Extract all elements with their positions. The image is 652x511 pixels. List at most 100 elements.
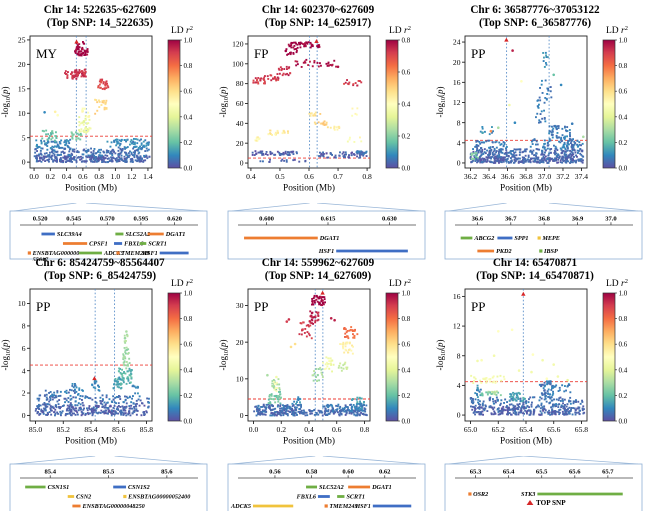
gene-label: MEPE: [541, 235, 560, 242]
plot-frame: [464, 288, 588, 422]
gene-label: CPSF1: [89, 241, 108, 248]
gene-track-panel-1: 0.520 0.545 0.570 0.595 0.620 SLC39A4 SLC52A2 D…: [9, 202, 208, 263]
colorbar-tick-label: 0.0: [619, 165, 628, 173]
gene-track-tick-label: 0.570: [100, 216, 116, 223]
y-tick-label: 20: [235, 338, 243, 347]
colorbar-tick-label: 0.8: [619, 62, 628, 70]
gene-label: FBXL6: [124, 241, 144, 248]
gene-label: DGAT1: [318, 235, 339, 242]
x-tick-label: 65.4: [519, 425, 532, 434]
y-tick-label: 4: [457, 381, 461, 390]
gene-track-panel-2: 0.600 0.615 0.630 DGAT1 HSF1: [227, 202, 425, 260]
x-axis-label: Position (Mb): [500, 436, 552, 447]
top-snp-marker: [319, 290, 325, 295]
panel-3: Chr 6: 36587776~37053122 (Top SNP: 6_3658…: [435, 2, 652, 266]
y-tick-label: 4: [22, 366, 26, 375]
trait-label: MY: [36, 46, 58, 61]
x-tick-label: 65.0: [464, 425, 477, 434]
scatter-plot-panel-6: Chr 14: 65470871(Top SNP: 14_65470871) LD…: [435, 257, 628, 447]
colorbar-tick-label: 0.8: [619, 315, 628, 323]
panel-title-line1: Chr 14: 65470871: [493, 257, 578, 269]
panel-1: Chr 14: 522635~627609 (Top SNP: 14_522635…: [0, 2, 217, 266]
y-tick-label: 10: [18, 299, 26, 308]
panel-title-line1: Chr 6: 36587776~37053122: [470, 4, 600, 16]
colorbar-tick-label: 0.6: [184, 341, 193, 349]
gene-marker: [324, 504, 328, 508]
gene-track-tick-label: 36.8: [538, 216, 550, 223]
ld-colorbar: [385, 292, 398, 422]
colorbar-tick-label: 0.4: [401, 366, 410, 374]
colorbar-tick-label: 1.0: [184, 290, 193, 298]
gene-label: TMEM249: [121, 250, 149, 257]
trait-label: PP: [36, 299, 50, 314]
x-tick-label: 1.0: [111, 172, 121, 181]
scatter-plot-panel-5: Chr 14: 559962~627609(Top SNP: 14_627609…: [218, 257, 411, 447]
panel-title-line2: (Top SNP: 14_627609): [264, 270, 371, 282]
y-tick-label: 20: [453, 58, 461, 67]
gene-label: TMEM249: [329, 503, 357, 510]
zoom-connector-line: [448, 455, 524, 465]
gene-track-tick-label: 0.60: [342, 469, 354, 476]
colorbar-tick-label: 0.8: [184, 315, 193, 323]
y-tick-label: 60: [235, 99, 243, 108]
y-tick-label: 0: [457, 411, 461, 420]
zoom-connector-line: [322, 455, 421, 465]
y-tick-label: 0: [239, 159, 243, 168]
gene-track-tick-label: 65.7: [602, 469, 614, 476]
colorbar-tick-label: 0.8: [401, 315, 410, 323]
y-tick-label: 100: [232, 59, 244, 68]
panel-title-line2: (Top SNP: 14_522635): [47, 17, 154, 29]
y-axis-label: -log10(p): [435, 339, 447, 370]
colorbar-tick-label: 0.2: [184, 392, 193, 400]
zoom-connector-line: [448, 202, 507, 212]
y-tick-label: 8: [22, 322, 26, 331]
x-tick-label: 0.6: [331, 425, 341, 434]
gene-label: DGAT1: [371, 484, 392, 491]
y-tick-label: 24: [453, 38, 461, 47]
x-tick-label: 36.8: [519, 172, 532, 181]
gene-label: CSN1S1: [48, 484, 70, 491]
y-tick-label: 0: [457, 159, 461, 168]
y-tick-label: 12: [453, 98, 461, 107]
gene-track-tick-label: 65.3: [470, 469, 482, 476]
zoom-connector-line: [523, 455, 639, 465]
gene-track-tick-label: 36.7: [505, 216, 517, 223]
panel-title-line2: (Top SNP: 6_36587776): [479, 17, 591, 29]
y-tick-label: 20: [235, 139, 243, 148]
trait-label: PP: [471, 46, 485, 61]
scatter-points: [469, 37, 585, 164]
x-tick-label: 0.6: [78, 172, 88, 181]
panel-4: Chr 6: 85424759~85564407 (Top SNP: 6_8542…: [0, 255, 217, 511]
ld-colorbar: [602, 292, 616, 422]
x-tick-label: 85.0: [29, 425, 42, 434]
colorbar-tick-label: 0.4: [184, 113, 193, 121]
x-tick-label: 0.4: [62, 172, 72, 181]
y-axis-label: -log10(p): [218, 86, 230, 117]
x-tick-label: 0.4: [304, 425, 314, 434]
y-axis-label: -log10(p): [0, 86, 12, 117]
y-tick-label: 16: [453, 292, 461, 301]
ld-r2-colorbar-label: LD r2: [171, 25, 193, 36]
x-tick-label: 65.8: [575, 425, 588, 434]
gene-label: SCRT1: [346, 494, 365, 501]
colorbar-tick-label: 0.8: [401, 37, 410, 45]
top-snp-legend-triangle-icon: [526, 500, 534, 505]
x-tick-label: 37.2: [556, 172, 569, 181]
plot-frame: [247, 35, 370, 169]
scatter-points: [33, 39, 151, 164]
gene-track-tick-label: 85.4: [44, 469, 56, 476]
ld-colorbar: [167, 292, 181, 422]
ld-r2-colorbar-label: LD r2: [171, 278, 193, 289]
colorbar-tick-label: 0.2: [401, 392, 410, 400]
gene-label: SLC52A2: [125, 231, 150, 238]
y-tick-label: 80: [235, 79, 243, 88]
x-tick-label: 0.0: [29, 172, 39, 181]
gene-label: CSN2: [76, 494, 91, 501]
scatter-plot-panel-1: Chr 14: 522635~627609(Top SNP: 14_522635…: [0, 4, 193, 194]
top-snp-marker: [92, 376, 97, 381]
trait-label: FP: [254, 46, 268, 61]
colorbar-tick-label: 0.2: [619, 139, 628, 147]
gene-track-tick-label: 85.6: [161, 469, 173, 476]
x-tick-label: 36.6: [501, 172, 514, 181]
